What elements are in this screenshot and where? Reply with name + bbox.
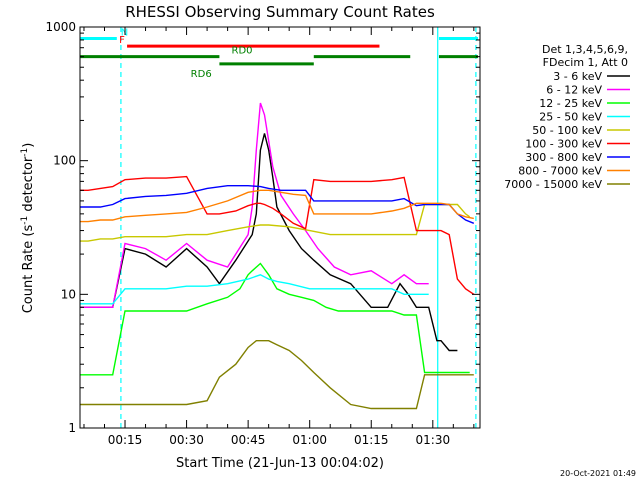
legend-label-3: 12 - 25 keV	[539, 97, 602, 110]
x-axis-label: Start Time (21-Jun-13 00:04:02)	[176, 456, 384, 471]
series-line-6	[80, 175, 475, 295]
y-tick-label-1000: 1000	[45, 20, 76, 34]
status-bar-label-rd0: RD0	[232, 46, 253, 57]
x-tick-label-0030: 00:30	[169, 433, 204, 447]
legend: Det 1,3,4,5,6,9, FDecim 1, Att 0 3 - 6 k…	[504, 43, 630, 191]
legend-label-9: 7000 - 15000 keV	[504, 178, 602, 191]
y-tick-label-10: 10	[61, 287, 76, 301]
y-axis-label-sup2: -1	[20, 148, 30, 157]
legend-label-2: 6 - 12 keV	[546, 84, 602, 97]
y-tick-label-100: 100	[53, 154, 76, 168]
series-line-4	[80, 274, 429, 305]
series-line-3	[80, 262, 470, 376]
series-line-7	[80, 185, 475, 224]
y-tick-label-1: 1	[68, 421, 76, 435]
y-axis-label: Count Rate (s-1 detector-1)	[20, 143, 36, 314]
legend-header-line-2: FDecim 1, Att 0	[543, 56, 628, 69]
legend-label-6: 100 - 300 keV	[525, 138, 602, 151]
footer-timestamp: 20-Oct-2021 01:49	[560, 469, 636, 478]
plot-frame	[79, 26, 481, 429]
series-line-1	[80, 133, 458, 352]
legend-header-line-1: Det 1,3,4,5,6,9,	[542, 43, 628, 56]
y-axis-label-sup1: -1	[20, 216, 30, 225]
y-axis-label-end: )	[21, 143, 36, 148]
status-bar-label-rd6: RD6	[191, 69, 212, 80]
legend-label-5: 50 - 100 keV	[532, 124, 602, 137]
legend-label-4: 25 - 50 keV	[539, 111, 602, 124]
series-line-9	[80, 340, 474, 410]
x-tick-label-0015: 00:15	[108, 433, 143, 447]
x-tick-label-0100: 01:00	[292, 433, 327, 447]
x-tick-label-0115: 01:15	[354, 433, 389, 447]
series-line-2	[80, 102, 429, 308]
plot-area: NFRD0RD600:1500:3000:4501:0001:1501:3011…	[45, 20, 481, 447]
x-tick-label-0045: 00:45	[231, 433, 266, 447]
legend-label-8: 800 - 7000 keV	[518, 165, 602, 178]
x-tick-label-0130: 01:30	[416, 433, 451, 447]
legend-label-1: 3 - 6 keV	[553, 70, 602, 83]
y-axis-label-mid: detector	[21, 156, 36, 216]
y-axis-label-main: Count Rate (s	[21, 225, 36, 314]
series-line-8	[80, 189, 474, 223]
status-bar-label-f: F	[119, 35, 125, 46]
legend-label-7: 300 - 800 keV	[525, 151, 602, 164]
chart-title: RHESSI Observing Summary Count Rates	[125, 3, 435, 21]
